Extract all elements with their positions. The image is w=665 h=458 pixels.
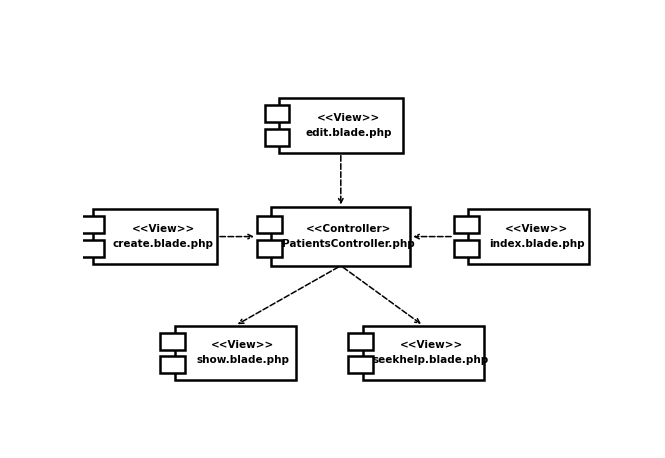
Text: index.blade.php: index.blade.php <box>489 239 585 249</box>
Text: <<View>>: <<View>> <box>505 224 569 234</box>
Bar <box>160 356 185 373</box>
Text: seekhelp.blade.php: seekhelp.blade.php <box>373 355 489 365</box>
Bar <box>348 333 373 350</box>
Bar <box>265 129 289 146</box>
Bar <box>279 98 403 153</box>
Bar <box>175 326 296 380</box>
Text: <<View>>: <<View>> <box>400 340 463 350</box>
Bar <box>160 333 185 350</box>
Bar <box>348 356 373 373</box>
Bar <box>257 217 281 234</box>
Bar <box>454 240 479 256</box>
Text: <<Controller>: <<Controller> <box>306 224 391 234</box>
Text: <<View>>: <<View>> <box>211 340 275 350</box>
Bar <box>93 209 217 264</box>
Bar <box>454 217 479 234</box>
Text: <<View>>: <<View>> <box>132 224 195 234</box>
Bar <box>271 207 410 266</box>
Bar <box>79 217 104 234</box>
Bar <box>265 105 289 122</box>
Bar <box>257 240 281 256</box>
Text: edit.blade.php: edit.blade.php <box>305 127 392 137</box>
Text: <<View>>: <<View>> <box>317 113 380 123</box>
Bar <box>362 326 484 380</box>
Bar <box>468 209 589 264</box>
Text: show.blade.php: show.blade.php <box>196 355 289 365</box>
Text: PatientsController.php: PatientsController.php <box>282 239 415 249</box>
Text: create.blade.php: create.blade.php <box>112 239 213 249</box>
Bar <box>79 240 104 256</box>
